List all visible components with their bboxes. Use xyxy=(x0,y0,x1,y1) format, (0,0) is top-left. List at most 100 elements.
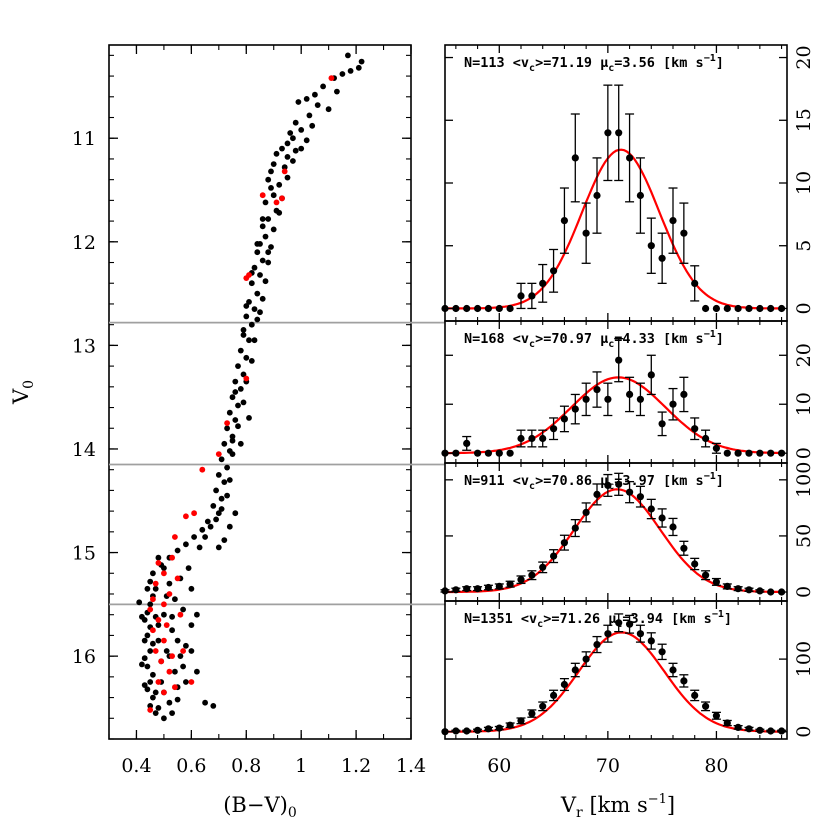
velocity-x-axis-title: Vr [km s−1] xyxy=(560,792,675,821)
cmd-black-point-45 xyxy=(240,371,247,378)
velocity-point-4-18 xyxy=(636,630,645,638)
cmd-black-point-28 xyxy=(262,233,269,240)
cmd-black-point-50 xyxy=(226,409,233,416)
cmd-black-point-141 xyxy=(290,158,296,164)
velocity-y-tick-label-3-2: 100 xyxy=(793,462,815,498)
cmd-red-point-30 xyxy=(177,611,184,618)
cmd-black-point-127 xyxy=(235,423,241,430)
cmd-black-point-152 xyxy=(246,415,252,421)
velocity-point-4-20 xyxy=(658,648,666,656)
cmd-black-point-35 xyxy=(254,290,261,297)
velocity-point-2-27 xyxy=(734,449,742,457)
cmd-black-point-59 xyxy=(221,479,228,485)
velocity-point-2-21 xyxy=(669,400,677,408)
velocity-point-3-13 xyxy=(582,508,590,516)
cmd-black-point-126 xyxy=(229,451,236,457)
cmd-black-point-123 xyxy=(218,506,225,512)
velocity-point-3-14 xyxy=(593,490,601,498)
velocity-point-2-23 xyxy=(691,425,699,433)
cmd-black-point-160 xyxy=(254,241,261,247)
velocity-point-2-30 xyxy=(767,449,775,457)
cmd-black-point-8 xyxy=(303,96,310,102)
cmd-x-tick-label-4: 1.2 xyxy=(341,755,371,777)
cmd-red-point-1 xyxy=(279,195,285,202)
cmd-black-point-132 xyxy=(254,316,261,323)
cmd-black-point-163 xyxy=(281,164,288,171)
cmd-black-point-9 xyxy=(314,102,321,108)
velocity-point-2-16 xyxy=(615,356,623,364)
velocity-point-3-8 xyxy=(528,571,536,579)
velocity-point-1-26 xyxy=(723,304,731,313)
velocity-histogram-panels: 0 5 10 15 20 N=113 <vc>=71.19 μc=3.56 [km s−1… xyxy=(440,44,815,777)
cmd-black-point-67 xyxy=(183,541,189,548)
velocity-point-4-13 xyxy=(582,655,590,663)
cmd-black-point-167 xyxy=(139,613,145,620)
cmd-red-point-33 xyxy=(155,560,162,566)
velocity-point-4-19 xyxy=(647,637,655,645)
velocity-point-3-24 xyxy=(702,571,710,579)
cmd-black-point-147 xyxy=(221,537,228,543)
cmd-black-point-128 xyxy=(240,399,247,406)
cmd-red-point-12 xyxy=(183,513,189,520)
cmd-black-point-51 xyxy=(232,417,239,423)
velocity-point-3-23 xyxy=(691,560,699,568)
cmd-black-point-96 xyxy=(194,668,200,675)
cmd-red-point-28 xyxy=(174,575,181,582)
velocity-point-4-31 xyxy=(778,727,786,735)
cmd-black-point-32 xyxy=(251,264,258,271)
velocity-fit-curve-2 xyxy=(445,376,782,455)
cmd-red-point-25 xyxy=(155,679,162,685)
cmd-black-point-2 xyxy=(347,68,354,74)
cmd-black-point-172 xyxy=(152,585,159,592)
velocity-point-4-5 xyxy=(495,724,503,732)
cmd-black-point-169 xyxy=(139,661,145,668)
cmd-black-point-3 xyxy=(339,71,346,77)
cmd-black-point-155 xyxy=(240,327,247,333)
velocity-point-1-13 xyxy=(582,229,590,237)
cmd-black-point-94 xyxy=(183,642,189,649)
velocity-panel-label-2: N=168 <vc>=70.97 μc=4.33 [km s−1] xyxy=(464,329,724,350)
velocity-panel-label-3: N=911 <vc>=70.86 μc=3.97 [km s−1] xyxy=(464,471,724,492)
cmd-red-point-23 xyxy=(158,658,165,665)
velocity-point-4-29 xyxy=(756,726,764,734)
velocity-point-2-13 xyxy=(582,395,590,403)
cmd-red-point-24 xyxy=(166,668,173,675)
cmd-black-point-171 xyxy=(147,703,154,709)
cmd-black-point-98 xyxy=(210,703,217,709)
velocity-point-4-25 xyxy=(712,712,721,720)
cmd-x-tick-label-0: 0.4 xyxy=(121,755,151,777)
cmd-black-point-101 xyxy=(180,606,187,613)
velocity-point-4-12 xyxy=(571,666,579,674)
cmd-black-point-83 xyxy=(144,663,151,670)
cmd-red-point-15 xyxy=(161,570,167,577)
cmd-black-point-18 xyxy=(273,150,280,157)
cmd-y-axis-title: V0 xyxy=(9,380,37,405)
velocity-point-1-21 xyxy=(669,217,677,225)
cmd-black-point-48 xyxy=(229,394,236,401)
velocity-point-4-2 xyxy=(463,727,471,735)
velocity-point-1-3 xyxy=(474,304,482,313)
cmd-black-point-56 xyxy=(218,456,225,463)
velocity-point-1-23 xyxy=(691,279,699,287)
velocity-point-1-29 xyxy=(756,304,764,313)
cmd-black-point-68 xyxy=(174,547,181,554)
velocity-point-3-22 xyxy=(680,544,688,552)
cmd-black-point-166 xyxy=(136,599,143,606)
velocity-point-2-17 xyxy=(626,390,634,398)
velocity-point-4-6 xyxy=(506,721,514,729)
velocity-point-1-15 xyxy=(604,129,612,137)
velocity-y-tick-label-3-0: 0 xyxy=(793,586,815,598)
cmd-black-point-84 xyxy=(150,671,156,678)
velocity-point-1-28 xyxy=(745,304,753,313)
cmd-black-point-158 xyxy=(265,249,272,256)
cmd-black-point-16 xyxy=(279,145,285,152)
cmd-black-point-20 xyxy=(268,168,274,175)
cmd-black-point-37 xyxy=(251,306,258,312)
cmd-black-point-17 xyxy=(284,154,291,160)
cmd-black-point-149 xyxy=(226,523,233,530)
cmd-black-point-60 xyxy=(213,487,220,494)
cmd-black-point-39 xyxy=(248,321,255,328)
cmd-black-point-95 xyxy=(188,622,195,628)
cmd-black-point-133 xyxy=(259,295,266,302)
cmd-black-point-42 xyxy=(237,347,244,354)
